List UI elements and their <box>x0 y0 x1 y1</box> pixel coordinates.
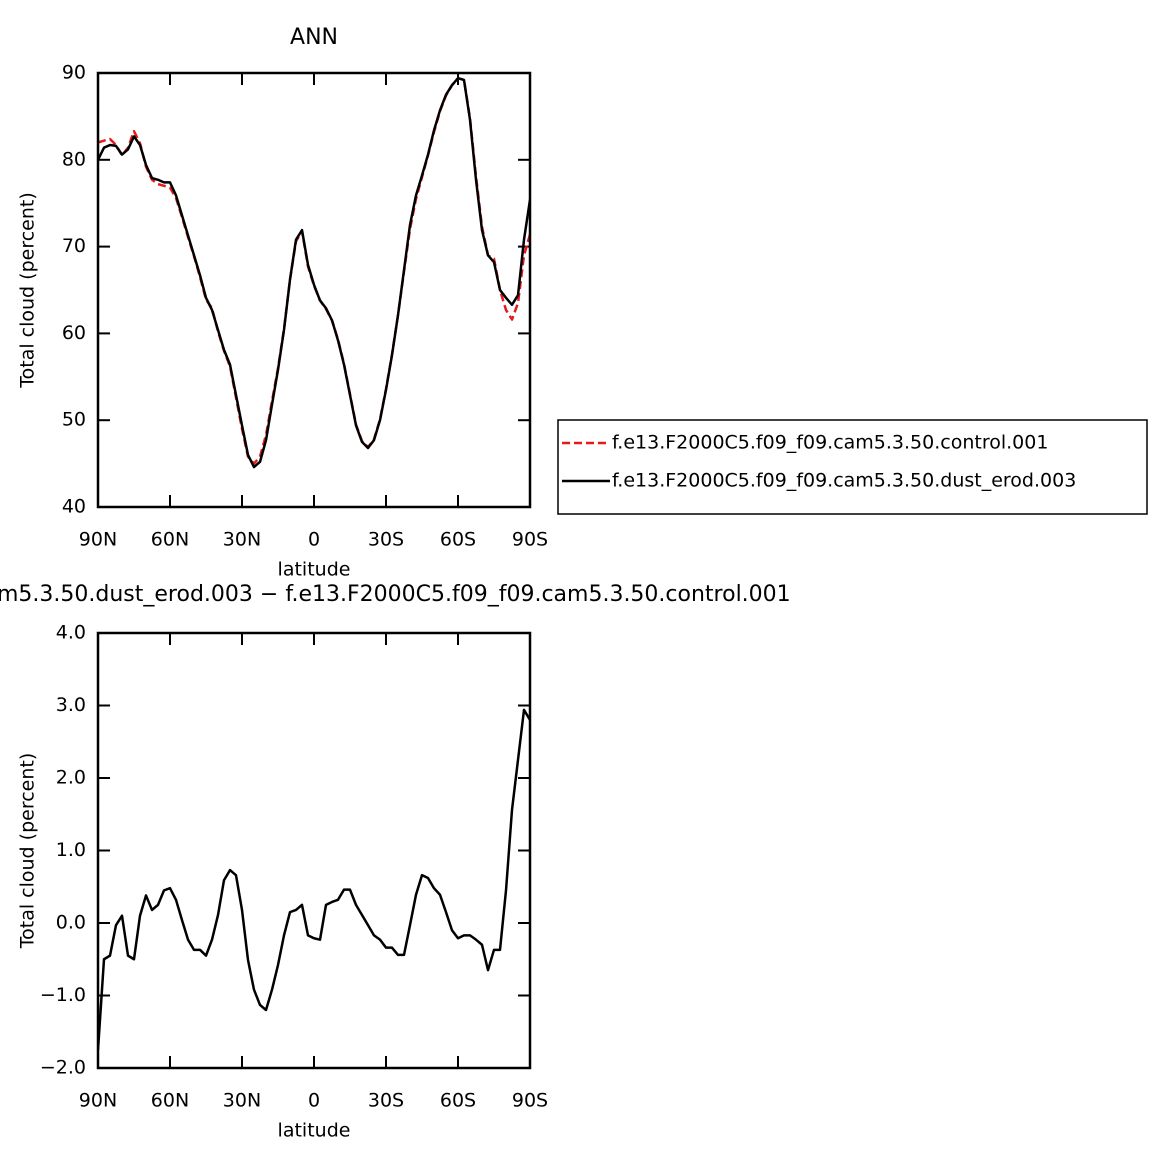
y-tick-label: 50 <box>62 409 86 431</box>
y-tick-label: 4.0 <box>56 622 86 644</box>
data-line <box>98 76 530 465</box>
y-tick-label: 1.0 <box>56 839 86 861</box>
legend-label: f.e13.F2000C5.f09_f09.cam5.3.50.dust_ero… <box>612 470 1076 492</box>
x-tick-label: 60S <box>440 1090 476 1112</box>
x-axis-label: latitude <box>278 1120 351 1142</box>
plot-frame <box>96 71 532 509</box>
x-tick-label: 90N <box>79 1090 117 1112</box>
x-tick-label: 30N <box>223 1090 261 1112</box>
x-tick-label: 60N <box>151 1090 189 1112</box>
y-tick-label: 3.0 <box>56 694 86 716</box>
x-tick-label: 0 <box>308 1090 320 1112</box>
legend-box <box>557 419 1148 515</box>
y-tick-label: −2.0 <box>40 1057 86 1079</box>
legend-label: f.e13.F2000C5.f09_f09.cam5.3.50.control.… <box>612 432 1048 454</box>
x-tick-label: 90S <box>512 529 548 551</box>
y-tick-label: 40 <box>62 496 86 518</box>
y-tick-label: 90 <box>62 62 86 84</box>
chart-title: ANN <box>290 25 338 50</box>
plot-frame <box>96 631 532 1070</box>
y-tick-label: 0.0 <box>56 912 86 934</box>
y-tick-label: 60 <box>62 322 86 344</box>
x-tick-label: 90N <box>79 529 117 551</box>
x-tick-label: 60N <box>151 529 189 551</box>
x-tick-label: 30S <box>368 529 404 551</box>
y-tick-label: 80 <box>62 148 86 170</box>
x-tick-label: 30N <box>223 529 261 551</box>
y-tick-label: 70 <box>62 235 86 257</box>
x-tick-label: 90S <box>512 1090 548 1112</box>
x-axis-label: latitude <box>278 559 351 581</box>
y-axis-label: Total cloud (percent) <box>17 753 39 950</box>
y-tick-label: 2.0 <box>56 767 86 789</box>
data-line <box>98 76 530 469</box>
data-line <box>98 708 530 1050</box>
x-tick-label: 0 <box>308 529 320 551</box>
y-axis-label: Total cloud (percent) <box>17 192 39 389</box>
chart-title: m5.3.50.dust_erod.003 − f.e13.F2000C5.f0… <box>0 582 791 607</box>
x-tick-label: 60S <box>440 529 476 551</box>
y-tick-label: −1.0 <box>40 984 86 1006</box>
x-tick-label: 30S <box>368 1090 404 1112</box>
